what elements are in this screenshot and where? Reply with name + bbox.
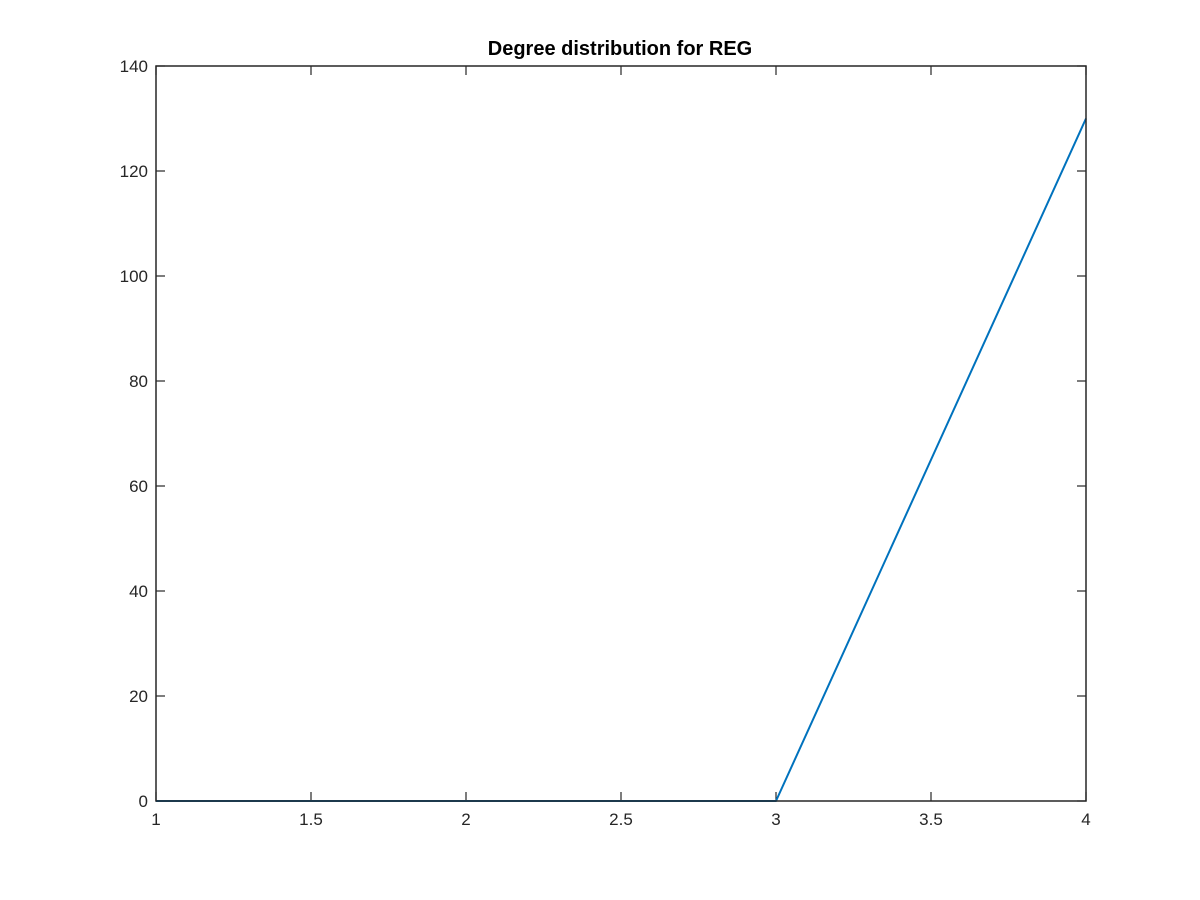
axes-box	[155, 65, 1087, 802]
x-tick-label: 2	[461, 810, 470, 829]
y-tick-label: 80	[129, 372, 148, 391]
y-tick-label: 40	[129, 582, 148, 601]
x-tick-label: 2.5	[609, 810, 633, 829]
x-tick-label: 1	[151, 810, 160, 829]
x-tick-label: 1.5	[299, 810, 323, 829]
x-tick-label: 3	[771, 810, 780, 829]
y-tick-label: 60	[129, 477, 148, 496]
x-tick-label: 4	[1081, 810, 1090, 829]
y-tick-label: 20	[129, 687, 148, 706]
plot-area	[156, 66, 1086, 801]
y-tick-label: 140	[120, 57, 148, 76]
y-tick-label: 100	[120, 267, 148, 286]
x-tick-label: 3.5	[919, 810, 943, 829]
y-tick-label: 120	[120, 162, 148, 181]
y-tick-label: 0	[139, 792, 148, 811]
chart-title: Degree distribution for REG	[488, 38, 752, 60]
